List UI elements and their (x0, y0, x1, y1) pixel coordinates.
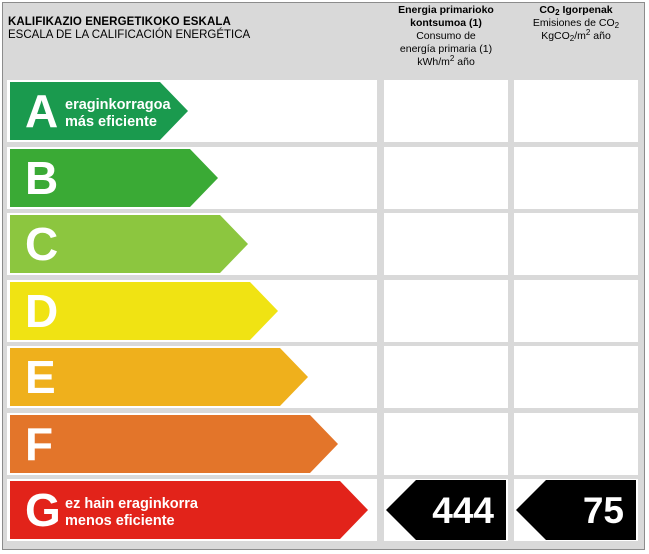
co2-header-title: CO2 Igorpenak (539, 4, 613, 17)
energy-value-indicator-arrow (386, 480, 506, 540)
co2-header-unit: KgCO2/m2 año (541, 28, 611, 43)
energy-header-line1: Energia primarioko (398, 4, 494, 16)
co2-cell-b (514, 147, 638, 209)
energy-column-header: Energia primarioko kontsumoa (1) Consumo… (384, 4, 508, 69)
rating-bar-c: C (10, 215, 248, 274)
rating-bar-e: E (10, 348, 308, 407)
rating-bar-b: B (10, 149, 218, 208)
energy-cell-e (384, 346, 508, 408)
energy-cell-d (384, 280, 508, 342)
scale-title: KALIFIKAZIO ENERGETIKOKO ESKALA ESCALA D… (8, 16, 250, 41)
co2-column-header: CO2 Igorpenak Emisiones de CO2 KgCO2/m2 … (514, 4, 638, 43)
energy-value-indicator: 444 (386, 480, 506, 542)
rating-bar-f: F (10, 415, 338, 474)
rating-letter-c: C (25, 218, 59, 270)
rating-description-line2-g: menos eficiente (65, 513, 175, 529)
rating-letter-e: E (25, 351, 56, 403)
rating-bar-shape-f (10, 415, 338, 473)
rating-arrow-d (10, 282, 278, 340)
rating-arrow-f (10, 415, 338, 473)
rating-letter-d: D (25, 285, 59, 337)
rating-description-g: ez hain eraginkorra menos eficiente (65, 496, 198, 530)
rating-bar-d: D (10, 282, 278, 341)
rating-description-line1-a: eraginkorragoa (65, 97, 171, 113)
energy-cell-b (384, 147, 508, 209)
rating-letter-g: G (25, 484, 61, 536)
co2-cell-c (514, 213, 638, 275)
rating-bar-shape-g (10, 481, 368, 539)
rating-arrow-e (10, 348, 308, 406)
energy-header-unit: kWh/m2 año (417, 54, 475, 69)
energy-header-line2: kontsumoa (1) (410, 17, 482, 29)
rating-description-a: eraginkorragoa más eficiente (65, 97, 171, 131)
scale-title-eu: KALIFIKAZIO ENERGETIKOKO ESKALA (8, 16, 231, 28)
co2-cell-d (514, 280, 638, 342)
rating-bar-shape-d (10, 282, 278, 340)
co2-value-indicator-arrow (516, 480, 636, 540)
rating-bar-shape-a (10, 82, 188, 140)
energy-header-line3: Consumo de (416, 30, 476, 42)
energy-header-line4: energía primaria (1) (399, 43, 493, 55)
energy-cell-f (384, 413, 508, 475)
co2-cell-a (514, 80, 638, 142)
co2-header-line2: Emisiones de CO2 (532, 17, 620, 30)
co2-value-indicator: 75 (516, 480, 636, 542)
co2-cell-e (514, 346, 638, 408)
rating-arrow-c (10, 215, 248, 273)
rating-arrow-g (10, 481, 368, 539)
rating-description-line1-g: ez hain eraginkorra (65, 496, 198, 512)
co2-value-indicator-text: 75 (582, 490, 624, 531)
rating-bar-shape-c (10, 215, 248, 273)
rating-arrow-b (10, 149, 218, 207)
scale-title-es: ESCALA DE LA CALIFICACIÓN ENERGÉTICA (8, 29, 251, 41)
rating-arrow-a (10, 82, 188, 140)
rating-letter-f: F (25, 418, 54, 470)
rating-description-line2-a: más eficiente (65, 114, 157, 130)
energy-value-indicator-text: 444 (432, 490, 494, 531)
rating-letter-b: B (25, 152, 59, 204)
rating-bar-shape-e (10, 348, 308, 406)
energy-cell-c (384, 213, 508, 275)
rating-letter-a: A (25, 85, 59, 137)
energy-cell-a (384, 80, 508, 142)
rating-bar-shape-b (10, 149, 218, 207)
co2-cell-f (514, 413, 638, 475)
